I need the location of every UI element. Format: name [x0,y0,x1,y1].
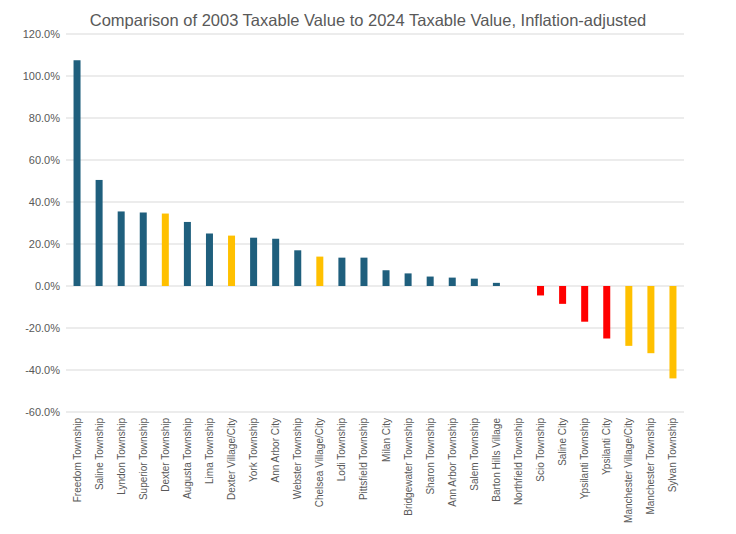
x-tick-label: Barton Hills Village [491,418,502,502]
bar [294,250,301,286]
x-tick-label: Salem Township [469,418,480,491]
x-tick-label: Sharon Township [425,418,436,495]
y-tick-label: -20.0% [25,322,60,334]
x-tick-label: Ann Arbor City [270,418,281,482]
x-tick-label: Manchester Village/City [623,418,634,523]
grid-line [66,412,684,413]
bar [118,211,125,286]
x-tick-label: Manchester Township [645,418,656,515]
y-tick-label: 20.0% [29,238,60,250]
y-tick-label: 120.0% [23,28,61,40]
x-tick-label: Ypsilanti Township [579,418,590,500]
bar [228,236,235,286]
bar [184,222,191,286]
bar [96,180,103,286]
title: Comparison of 2003 Taxable Value to 2024… [90,11,647,29]
grid-line [66,76,684,77]
x-tick-label: Milan City [381,418,392,462]
bar [162,214,169,286]
bar [250,238,257,286]
bar [647,286,654,353]
y-tick-label: -40.0% [25,364,60,376]
bar [537,286,544,295]
x-tick-label: Freedom Township [72,418,83,503]
bar [471,279,478,286]
bar [383,270,390,286]
y-tick-label: -60.0% [25,406,60,418]
grid-line [66,160,684,161]
x-tick-label: Bridgewater Township [403,418,414,516]
x-tick-label: Northfield Township [513,418,524,506]
bar [559,286,566,304]
bar [316,257,323,286]
x-tick-label: Webster Township [292,418,303,500]
bar [140,213,147,287]
bar [625,286,632,346]
bar [360,258,367,286]
y-tick-label: 100.0% [23,70,61,82]
y-tick-label: 0.0% [35,280,60,292]
y-tick-label: 60.0% [29,154,60,166]
bars [74,60,677,378]
grid-line [66,244,684,245]
chart: Comparison of 2003 Taxable Value to 2024… [0,0,736,534]
x-tick-label: Lyndon Township [116,418,127,495]
grid-line [66,118,684,119]
bar [427,277,434,286]
y-tick-label: 40.0% [29,196,60,208]
x-tick-label: Ann Arbor Township [447,418,458,507]
x-tick-label: Dexter Township [160,418,171,492]
bar [206,234,213,287]
bar [581,286,588,322]
x-tick-label: Sylvan Township [667,418,678,493]
x-tick-label: Augusta Township [182,418,193,499]
bar [338,258,345,286]
x-tick-label: Pittsfield Township [358,418,369,501]
x-tick-label: Saline City [557,418,568,466]
y-axis-line [66,34,67,412]
bar [74,60,81,286]
grid-line [66,328,684,329]
grid-line [66,370,684,371]
bar [669,286,676,378]
grid-line [66,34,684,35]
bar [603,286,610,339]
grid-line [66,202,684,203]
x-tick-label: Chelsea Village/City [314,418,325,507]
x-tick-label: Lodi Township [336,418,347,482]
x-tick-label: Dexter Village/City [226,418,237,500]
bar [449,278,456,286]
x-tick-label: Scio Township [535,418,546,482]
bar [405,273,412,286]
bar [515,286,522,287]
x-tick-label: Ypsilanti City [601,418,612,475]
x-tick-label: Saline Township [94,418,105,491]
y-tick-label: 80.0% [29,112,60,124]
grid-line [66,286,684,287]
x-tick-label: Superior Township [138,418,149,501]
bar [493,283,500,286]
x-tick-label: Lima Township [204,418,215,484]
bar [272,239,279,286]
x-tick-label: York Township [248,418,259,482]
